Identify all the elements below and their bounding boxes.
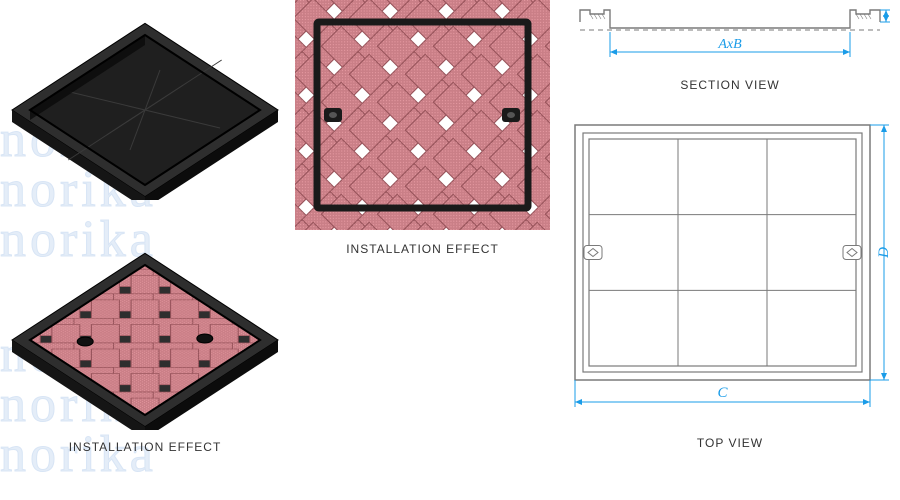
empty-tray-photo: [10, 0, 280, 200]
caption-section-view: SECTION VIEW: [570, 78, 890, 92]
top-view-drawing: CD: [570, 120, 890, 430]
section-view-drawing: AxB E: [570, 0, 890, 70]
svg-text:AxB: AxB: [717, 37, 742, 52]
filled-tray-photo: [10, 230, 280, 430]
svg-text:D: D: [876, 247, 890, 259]
installation-plan-graphic: [295, 0, 550, 230]
product-photo-column: INSTALLATION EFFECT: [10, 0, 280, 454]
plan-view-column: INSTALLATION EFFECT: [295, 0, 550, 256]
caption-install-effect-2: INSTALLATION EFFECT: [295, 242, 550, 256]
svg-text:C: C: [717, 385, 728, 401]
caption-install-effect-1: INSTALLATION EFFECT: [10, 440, 280, 454]
technical-drawing-column: AxBE SECTION VIEW CD TOP VIEW: [570, 0, 890, 450]
caption-top-view: TOP VIEW: [570, 436, 890, 450]
svg-text:E: E: [888, 20, 890, 29]
